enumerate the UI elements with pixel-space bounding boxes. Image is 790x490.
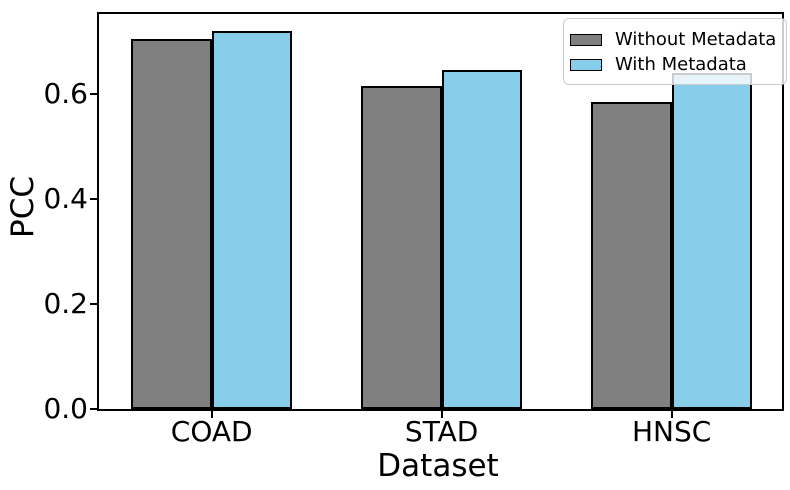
legend-entry-without-metadata: Without Metadata [570,27,776,52]
x-tick [670,409,673,418]
y-tick [90,92,99,95]
bar-hnsc-with-metadata [671,72,753,409]
y-tick-label-0: 0.0 [43,392,88,425]
bar-stad-without-metadata [361,85,442,409]
y-tick [90,197,99,200]
x-tick-label-coad: COAD [170,415,253,448]
y-tick-label-0.2: 0.2 [43,286,88,320]
bar-stad-with-metadata [441,70,523,409]
legend-swatch-without-metadata [570,33,602,46]
x-tick [210,409,213,418]
y-axis-label: PCC [5,176,41,238]
bar-coad-with-metadata [211,30,293,409]
legend-swatch-with-metadata [570,58,602,71]
bar-hnsc-without-metadata [591,101,672,409]
x-tick-label-stad: STAD [404,415,479,448]
y-tick-label-0.6: 0.6 [43,76,88,110]
legend-label: With Metadata [615,54,747,75]
y-tick [90,408,99,410]
y-tick-label-0.4: 0.4 [43,181,88,215]
legend: Without Metadata With Metadata [563,18,788,85]
x-tick [440,409,443,418]
bar-coad-without-metadata [131,38,212,409]
y-tick [90,302,99,305]
legend-entry-with-metadata: With Metadata [570,52,776,77]
legend-label: Without Metadata [615,29,777,50]
x-axis-label: Dataset [377,448,499,484]
x-tick-label-hnsc: HNSC [631,415,712,448]
